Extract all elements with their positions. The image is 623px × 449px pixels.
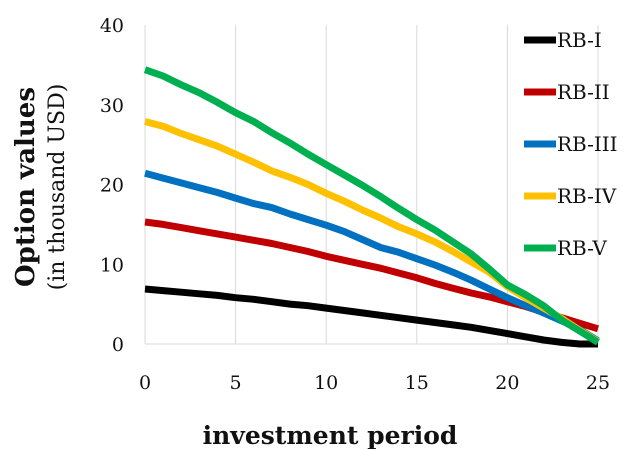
y-tick-label: 0 [112, 334, 124, 356]
y-axis-subtitle: (in thousand USD) [45, 84, 70, 291]
x-tick-label: 20 [495, 372, 519, 394]
x-axis-title: investment period [203, 421, 458, 449]
gridlines [144, 25, 599, 345]
series-line-rb-v [143, 66, 600, 346]
y-tick-label: 20 [100, 175, 124, 197]
x-tick-label: 10 [314, 372, 338, 394]
y-tick-label: 40 [100, 15, 124, 37]
y-tick-label: 10 [100, 254, 124, 276]
legend-label-rb-v: RB-V [557, 236, 607, 260]
x-tick-label: 25 [586, 372, 610, 394]
series-lines [143, 66, 600, 348]
legend-label-rb-iv: RB-IV [557, 184, 617, 208]
x-tick-labels: 0 5 10 15 20 25 [139, 372, 610, 394]
x-tick-label: 5 [230, 372, 242, 394]
series-line-rb-i [144, 285, 598, 348]
y-tick-labels: 0 10 20 30 40 [100, 15, 124, 356]
x-tick-label: 15 [405, 372, 429, 394]
legend-label-rb-iii: RB-III [557, 132, 618, 156]
x-tick-label: 0 [139, 372, 151, 394]
legend-label-rb-i: RB-I [557, 28, 602, 52]
legend: RB-I RB-II RB-III RB-IV RB-V [524, 28, 618, 260]
y-axis-title: Option values [11, 87, 41, 287]
series-line-rb-iii [144, 169, 600, 344]
legend-label-rb-ii: RB-II [557, 80, 610, 104]
y-tick-label: 30 [100, 95, 124, 117]
